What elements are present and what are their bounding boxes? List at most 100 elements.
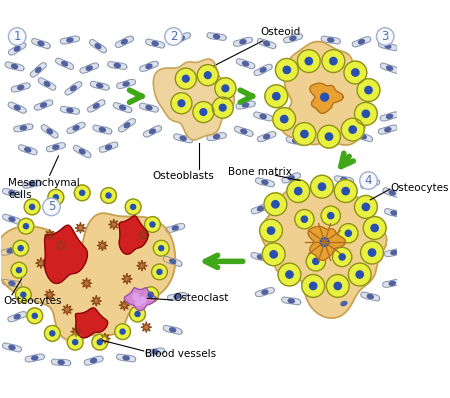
Circle shape <box>377 28 394 45</box>
Polygon shape <box>108 219 119 230</box>
Circle shape <box>273 107 296 131</box>
Polygon shape <box>214 135 220 139</box>
Polygon shape <box>367 182 374 186</box>
Polygon shape <box>62 62 68 66</box>
Polygon shape <box>361 179 380 189</box>
Circle shape <box>135 312 140 316</box>
Circle shape <box>301 131 308 138</box>
Polygon shape <box>122 274 132 284</box>
Polygon shape <box>256 178 274 187</box>
Text: Osteocytes: Osteocytes <box>391 183 449 193</box>
Circle shape <box>272 201 279 208</box>
Circle shape <box>342 187 349 195</box>
Polygon shape <box>335 298 353 308</box>
Polygon shape <box>97 240 108 251</box>
Circle shape <box>135 300 141 306</box>
Polygon shape <box>80 63 99 73</box>
Circle shape <box>325 133 333 140</box>
Polygon shape <box>30 63 46 77</box>
Circle shape <box>280 115 288 123</box>
Polygon shape <box>281 41 369 145</box>
Polygon shape <box>9 191 15 195</box>
Polygon shape <box>90 359 97 363</box>
Polygon shape <box>328 38 334 42</box>
Polygon shape <box>146 64 152 68</box>
Polygon shape <box>308 226 346 260</box>
Text: 3: 3 <box>382 30 389 43</box>
Polygon shape <box>3 214 21 224</box>
Circle shape <box>355 102 377 125</box>
Circle shape <box>143 287 158 302</box>
Polygon shape <box>360 135 366 139</box>
Circle shape <box>352 69 359 76</box>
Polygon shape <box>166 224 185 232</box>
Circle shape <box>74 185 90 201</box>
Circle shape <box>11 262 27 278</box>
Polygon shape <box>90 81 109 90</box>
Circle shape <box>334 282 342 290</box>
Circle shape <box>13 240 29 256</box>
Polygon shape <box>328 138 334 142</box>
Circle shape <box>130 306 145 322</box>
Text: Blood vessels: Blood vessels <box>144 349 216 359</box>
Polygon shape <box>354 132 373 142</box>
Polygon shape <box>81 278 92 289</box>
Circle shape <box>310 175 333 198</box>
Polygon shape <box>67 38 73 42</box>
Polygon shape <box>292 139 299 143</box>
Polygon shape <box>1 246 20 255</box>
Polygon shape <box>236 101 255 109</box>
Circle shape <box>222 85 229 92</box>
Polygon shape <box>152 41 158 45</box>
Text: Osteoclast: Osteoclast <box>174 293 229 303</box>
Polygon shape <box>341 301 347 306</box>
Circle shape <box>283 66 291 74</box>
Circle shape <box>264 193 287 216</box>
Circle shape <box>295 187 302 195</box>
Polygon shape <box>3 188 21 197</box>
Circle shape <box>270 251 277 258</box>
Polygon shape <box>40 103 46 107</box>
Polygon shape <box>257 207 263 211</box>
Polygon shape <box>321 136 340 144</box>
Polygon shape <box>352 37 371 47</box>
Polygon shape <box>123 356 129 360</box>
Circle shape <box>339 254 345 260</box>
Polygon shape <box>34 100 53 110</box>
Circle shape <box>43 198 60 216</box>
Polygon shape <box>108 62 127 69</box>
Circle shape <box>339 224 358 243</box>
Polygon shape <box>120 105 126 110</box>
Polygon shape <box>334 176 354 183</box>
Polygon shape <box>240 40 246 44</box>
Circle shape <box>334 179 357 203</box>
Polygon shape <box>117 354 135 362</box>
Text: Osteocytes: Osteocytes <box>3 297 62 306</box>
Circle shape <box>133 293 139 300</box>
Polygon shape <box>140 61 158 71</box>
Polygon shape <box>172 226 178 230</box>
Circle shape <box>371 224 378 232</box>
Text: Osteoid: Osteoid <box>208 27 301 68</box>
Polygon shape <box>170 328 176 332</box>
Circle shape <box>50 331 55 336</box>
Polygon shape <box>137 260 147 271</box>
Polygon shape <box>29 182 35 186</box>
Polygon shape <box>47 129 53 134</box>
Polygon shape <box>146 105 152 110</box>
Circle shape <box>125 199 141 215</box>
Polygon shape <box>18 145 37 155</box>
Circle shape <box>360 241 383 264</box>
Polygon shape <box>60 106 80 114</box>
Polygon shape <box>124 288 156 310</box>
Polygon shape <box>264 41 270 46</box>
Circle shape <box>15 287 31 302</box>
Polygon shape <box>141 322 152 332</box>
Polygon shape <box>79 149 85 154</box>
Polygon shape <box>389 191 395 195</box>
Polygon shape <box>260 114 266 119</box>
Circle shape <box>171 93 192 114</box>
Polygon shape <box>290 36 296 40</box>
Text: Mesenchymal
cells: Mesenchymal cells <box>9 178 80 199</box>
Polygon shape <box>380 63 399 73</box>
